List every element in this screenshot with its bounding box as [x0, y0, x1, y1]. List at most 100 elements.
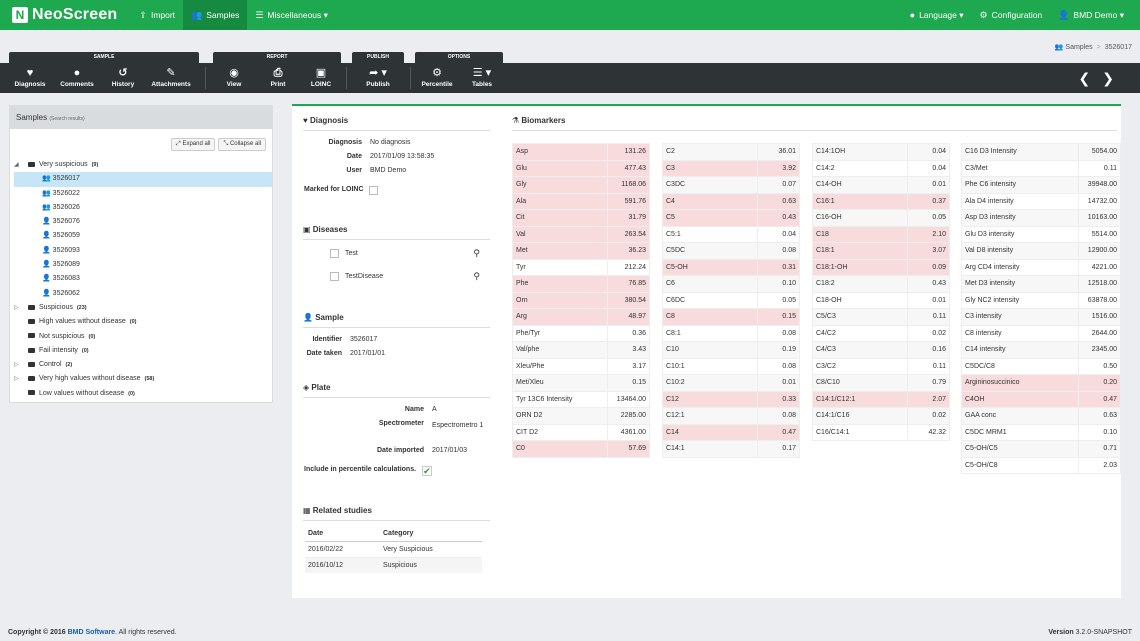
biomarker-row[interactable]: C4 0.63: [662, 192, 800, 210]
table-row[interactable]: 2016/02/22 Very Suspicious: [305, 541, 482, 558]
company-link[interactable]: BMD Software: [67, 629, 116, 636]
biomarker-row[interactable]: C8/C10 0.79: [812, 374, 950, 392]
biomarker-row[interactable]: Phe C6 intensity 39948.00: [961, 176, 1121, 194]
biomarker-row[interactable]: C3/C2 0.11: [812, 357, 950, 375]
tree-group[interactable]: Low values without disease (0): [14, 387, 272, 401]
biomarker-row[interactable]: Gly NC2 intensity 63878.00: [961, 291, 1121, 309]
search-icon[interactable]: ⚲: [473, 248, 480, 258]
biomarker-row[interactable]: Tyr 212.24: [512, 258, 650, 276]
biomarker-row[interactable]: C16 D3 Intensity 5054.00: [961, 143, 1121, 161]
attachments-button[interactable]: ✎ Attachments: [151, 67, 191, 88]
tree-group[interactable]: Fail intensity (0): [14, 344, 272, 358]
biomarker-row[interactable]: C5:1 0.04: [662, 225, 800, 243]
biomarker-row[interactable]: Ala 591.76: [512, 192, 650, 210]
biomarker-row[interactable]: C14:1/C12:1 2.07: [812, 390, 950, 408]
biomarker-row[interactable]: Asp D3 intensity 10163.00: [961, 209, 1121, 227]
biomarker-row[interactable]: Glu D3 intensity 5514.00: [961, 225, 1121, 243]
previous-sample-icon[interactable]: ❮: [1078, 70, 1091, 86]
nav-miscellaneous[interactable]: ☰ Miscellaneous ▾: [255, 9, 328, 21]
tree-group[interactable]: Not suspicious (0): [14, 330, 272, 344]
tree-sample[interactable]: 👤 3526076: [42, 218, 80, 226]
search-icon[interactable]: ⚲: [473, 271, 480, 281]
tree-sample[interactable]: 👥 3526022: [42, 189, 80, 197]
biomarker-row[interactable]: Phe 76.85: [512, 275, 650, 293]
breadcrumb-samples[interactable]: Samples: [1065, 44, 1093, 51]
biomarker-row[interactable]: Cit 31.79: [512, 209, 650, 227]
comments-button[interactable]: ● Comments: [57, 67, 97, 88]
biomarker-row[interactable]: C5DC/C8 0.50: [961, 357, 1121, 375]
biomarker-row[interactable]: C12 0.33: [662, 390, 800, 408]
biomarker-row[interactable]: Val/phe 3.43: [512, 341, 650, 359]
tree-sample[interactable]: 👥 3526026: [42, 203, 80, 211]
biomarker-row[interactable]: Gly 1168.06: [512, 176, 650, 194]
biomarker-row[interactable]: ORN D2 2285.00: [512, 407, 650, 425]
tree-sample[interactable]: 👥 3526017: [14, 172, 272, 187]
biomarker-row[interactable]: C5 0.43: [662, 209, 800, 227]
disease-checkbox[interactable]: [330, 272, 339, 281]
biomarker-row[interactable]: C5DC MRM1 0.10: [961, 423, 1121, 441]
nav-user-menu[interactable]: 👤 BMD Demo ▾: [1058, 9, 1124, 21]
biomarker-row[interactable]: C10 0.19: [662, 341, 800, 359]
biomarker-row[interactable]: C18:1 3.07: [812, 242, 950, 260]
nav-samples[interactable]: 👥 Samples: [183, 0, 248, 30]
biomarker-row[interactable]: C16-OH 0.05: [812, 209, 950, 227]
biomarker-row[interactable]: C8 intensity 2644.00: [961, 324, 1121, 342]
biomarker-row[interactable]: Xleu/Phe 3.17: [512, 357, 650, 375]
tree-sample[interactable]: 👤 3526093: [42, 246, 80, 254]
biomarker-row[interactable]: CIT D2 4361.00: [512, 423, 650, 441]
biomarker-row[interactable]: C14 intensity 2345.00: [961, 341, 1121, 359]
biomarker-row[interactable]: Orn 380.54: [512, 291, 650, 309]
biomarker-row[interactable]: C10:1 0.08: [662, 357, 800, 375]
tree-sample[interactable]: 👤 3526059: [42, 232, 80, 240]
marked-for-loinc-checkbox[interactable]: [369, 186, 379, 195]
table-row[interactable]: 2016/10/12 Suspicious: [305, 557, 482, 573]
expand-all-button[interactable]: ⤢ Expand all: [170, 138, 216, 151]
tree-group-very-suspicious[interactable]: ◢ Very suspicious (9): [14, 158, 272, 172]
biomarker-row[interactable]: C8 0.15: [662, 308, 800, 326]
biomarker-row[interactable]: C10:2 0.01: [662, 374, 800, 392]
biomarker-row[interactable]: C3 3.92: [662, 159, 800, 177]
biomarker-row[interactable]: C4/C2 0.02: [812, 324, 950, 342]
include-percentile-checkbox[interactable]: ✔: [421, 466, 432, 476]
next-sample-icon[interactable]: ❯: [1102, 70, 1114, 86]
disease-checkbox[interactable]: [330, 249, 339, 258]
biomarker-row[interactable]: C3DC 0.07: [662, 176, 800, 194]
collapse-all-button[interactable]: ⤡ Collapse all: [218, 138, 266, 151]
nav-import[interactable]: ⇪ Import: [139, 9, 176, 21]
biomarker-row[interactable]: C16/C14:1 42.32: [812, 423, 950, 441]
tree-sample[interactable]: 👤 3526083: [42, 275, 80, 283]
history-button[interactable]: ↺ History: [103, 67, 143, 88]
diagnosis-button[interactable]: ♥ Diagnosis: [10, 67, 50, 88]
biomarker-row[interactable]: C4/C3 0.16: [812, 341, 950, 359]
tree-group[interactable]: High values without disease (0): [14, 315, 272, 329]
biomarker-row[interactable]: Met/Xleu 0.15: [512, 374, 650, 392]
tree-sample[interactable]: 👤 3526062: [42, 289, 80, 297]
biomarker-row[interactable]: GAA conc 0.63: [961, 407, 1121, 425]
biomarker-row[interactable]: Val 263.54: [512, 225, 650, 243]
biomarker-row[interactable]: Val D8 intensity 12900.00: [961, 242, 1121, 260]
biomarker-row[interactable]: C14:1 0.17: [662, 440, 800, 458]
biomarker-row[interactable]: C16:1 0.37: [812, 192, 950, 210]
biomarker-row[interactable]: C5-OH/C5 0.71: [961, 440, 1121, 458]
biomarker-row[interactable]: C12:1 0.08: [662, 407, 800, 425]
brand[interactable]: N NeoScreen: [12, 6, 117, 24]
biomarker-row[interactable]: Arg 48.97: [512, 308, 650, 326]
tables-button[interactable]: ☰ ▾ Tables: [462, 67, 502, 88]
tree-group[interactable]: ▷ Very high values without disease (58): [14, 372, 272, 386]
biomarker-row[interactable]: C3 intensity 1516.00: [961, 308, 1121, 326]
nav-configuration[interactable]: ⚙ Configuration: [979, 9, 1043, 21]
loinc-button[interactable]: ▣ LOINC: [301, 67, 341, 88]
biomarker-row[interactable]: Ala D4 intensity 14732.00: [961, 192, 1121, 210]
biomarker-row[interactable]: C18-OH 0.01: [812, 291, 950, 309]
biomarker-row[interactable]: Argininosuccinico 0.20: [961, 374, 1121, 392]
caret-right-icon[interactable]: ▷: [14, 376, 19, 383]
biomarker-row[interactable]: C5-OH/C8 2.03: [961, 456, 1121, 474]
biomarker-row[interactable]: C14:2 0.04: [812, 159, 950, 177]
caret-right-icon[interactable]: ▷: [14, 362, 19, 369]
biomarker-row[interactable]: Arg CD4 intensity 4221.00: [961, 258, 1121, 276]
percentile-button[interactable]: ⚙ Percentile: [417, 67, 457, 88]
biomarker-row[interactable]: C0 57.69: [512, 440, 650, 458]
view-button[interactable]: ◉ View: [214, 67, 254, 88]
print-button[interactable]: ⎙ Print: [258, 67, 298, 88]
biomarker-row[interactable]: C14 0.47: [662, 423, 800, 441]
